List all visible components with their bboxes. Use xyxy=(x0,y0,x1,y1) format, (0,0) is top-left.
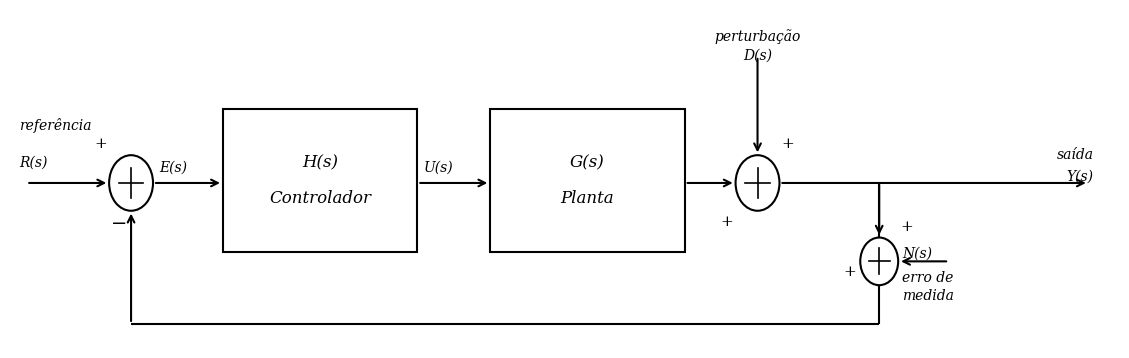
Text: +: + xyxy=(720,215,734,229)
Ellipse shape xyxy=(860,238,899,285)
Text: perturbação: perturbação xyxy=(715,29,800,44)
Text: Y(s): Y(s) xyxy=(1067,170,1094,184)
Text: referência: referência xyxy=(19,118,91,134)
Text: G(s): G(s) xyxy=(570,154,605,171)
Text: Controlador: Controlador xyxy=(269,190,371,207)
Text: medida: medida xyxy=(902,289,954,303)
Text: Planta: Planta xyxy=(561,190,614,207)
Text: saída: saída xyxy=(1057,148,1094,162)
Bar xyxy=(222,108,418,252)
Text: erro de: erro de xyxy=(902,271,954,285)
Bar xyxy=(490,108,684,252)
Text: +: + xyxy=(95,137,107,151)
Ellipse shape xyxy=(736,155,779,211)
Text: +: + xyxy=(781,137,794,151)
Text: U(s): U(s) xyxy=(423,161,453,175)
Text: +: + xyxy=(900,219,913,233)
Text: D(s): D(s) xyxy=(743,49,772,63)
Text: H(s): H(s) xyxy=(303,154,338,171)
Text: E(s): E(s) xyxy=(159,161,187,175)
Text: N(s): N(s) xyxy=(902,246,933,260)
Text: R(s): R(s) xyxy=(19,155,47,169)
Text: −: − xyxy=(111,215,128,233)
Ellipse shape xyxy=(110,155,154,211)
Text: +: + xyxy=(843,265,856,279)
